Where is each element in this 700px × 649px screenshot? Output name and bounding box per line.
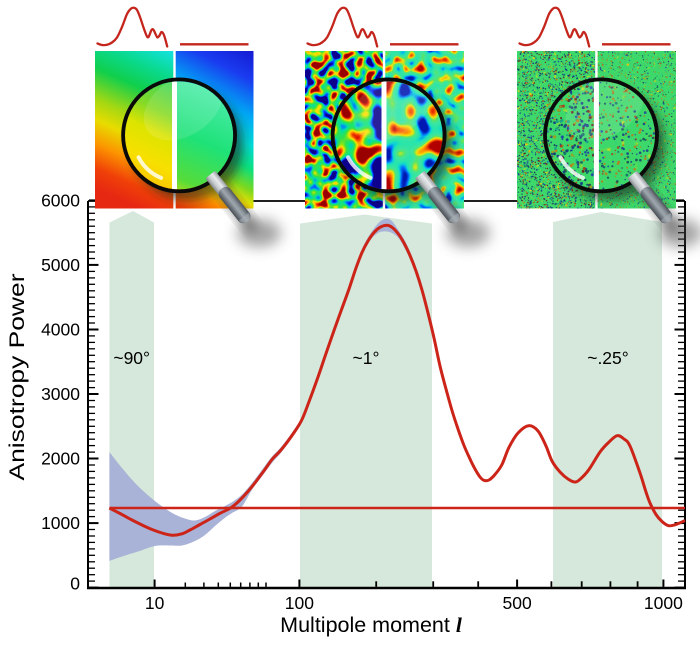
svg-text:5000: 5000	[41, 255, 80, 275]
svg-text:4000: 4000	[41, 320, 80, 340]
svg-text:100: 100	[285, 593, 314, 613]
svg-text:~.25°: ~.25°	[587, 348, 629, 368]
svg-text:2000: 2000	[41, 449, 80, 469]
svg-text:1000: 1000	[644, 593, 683, 613]
svg-text:10: 10	[145, 593, 165, 613]
svg-text:6000: 6000	[41, 190, 80, 210]
svg-text:~1°: ~1°	[353, 348, 380, 368]
svg-text:Anisotropy Power: Anisotropy Power	[5, 274, 29, 481]
svg-text:3000: 3000	[41, 384, 80, 404]
svg-text:1000: 1000	[41, 513, 80, 533]
svg-text:0: 0	[70, 574, 80, 594]
svg-text:~90°: ~90°	[113, 348, 150, 368]
svg-text:500: 500	[502, 593, 531, 613]
svg-text:Multipole moment l: Multipole moment l	[280, 613, 462, 637]
